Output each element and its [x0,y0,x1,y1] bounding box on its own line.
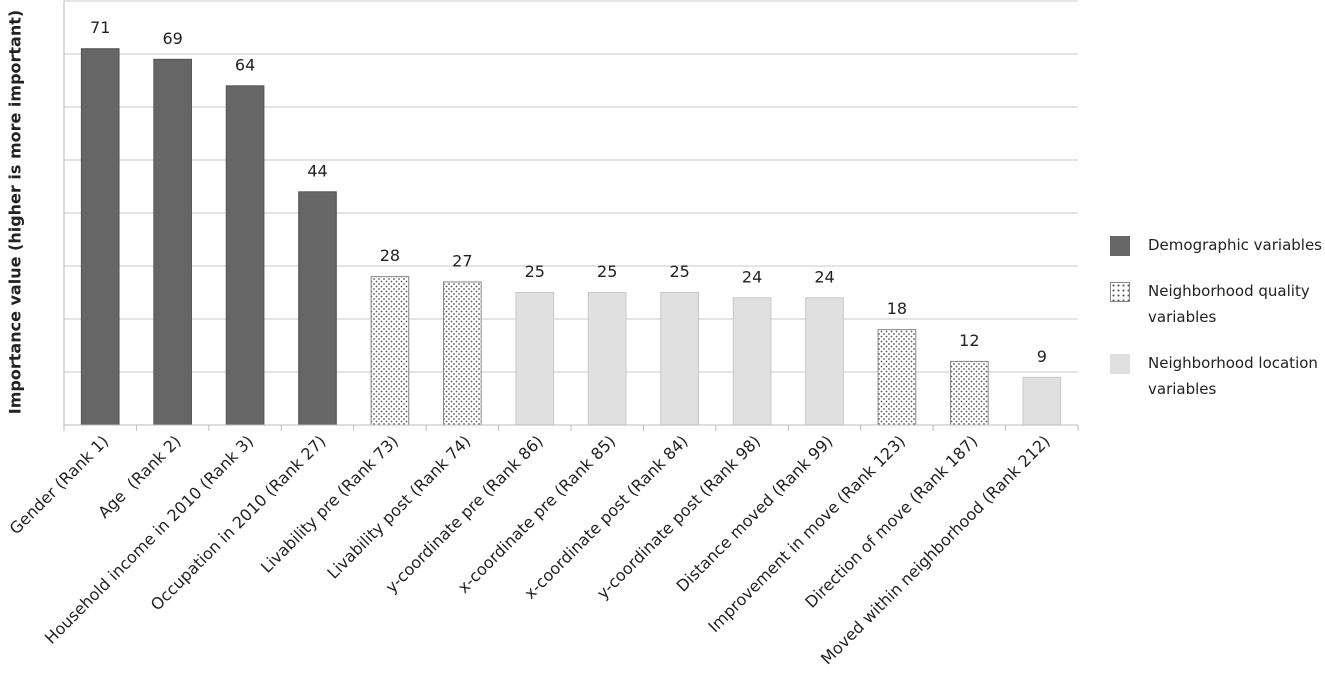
bar [587,292,627,426]
data-label: 9 [1037,347,1047,366]
bar [1022,376,1062,426]
bar [225,85,265,426]
bar [877,329,917,426]
bar [515,292,555,426]
bar [298,191,337,426]
bar [370,276,410,426]
data-label: 27 [452,251,472,270]
data-label: 71 [90,18,110,37]
data-label: 25 [525,262,545,281]
data-label: 64 [235,55,255,74]
bar [443,281,482,426]
legend-item: Neighborhood quality variables [1110,278,1325,330]
data-label: 44 [307,161,327,180]
data-label: 12 [959,331,979,350]
data-label: 69 [162,29,182,48]
x-tick-label: Gender (Rank 1) [6,432,113,539]
data-label: 25 [669,262,689,281]
x-tick-label: Livability post (Rank 74) [323,432,474,583]
x-tick-label: Distance moved (Rank 99) [673,432,837,596]
bar [660,292,699,426]
legend-swatch [1110,236,1130,256]
data-label: 25 [597,262,617,281]
data-label: 18 [887,299,907,318]
bar [153,58,192,426]
legend-label: Demographic variables [1148,236,1322,254]
data-label: 24 [742,267,762,286]
bar [805,297,844,426]
legend-label: Neighborhood location variables [1148,354,1318,398]
legend-item: Neighborhood location variables [1110,350,1325,402]
legend-swatch [1110,282,1130,302]
legend-item: Demographic variables [1110,232,1325,258]
y-axis-title: Importance value (higher is more importa… [6,10,25,414]
legend-swatch [1110,354,1130,374]
legend-label: Neighborhood quality variables [1148,282,1310,326]
bar [80,48,120,426]
bar [732,297,772,426]
legend: Demographic variables Neighborhood qualit… [1110,232,1325,422]
data-label: 28 [380,246,400,265]
x-tick-label: Livability pre (Rank 73) [257,432,402,577]
bar [950,360,989,426]
data-label: 24 [814,267,834,286]
